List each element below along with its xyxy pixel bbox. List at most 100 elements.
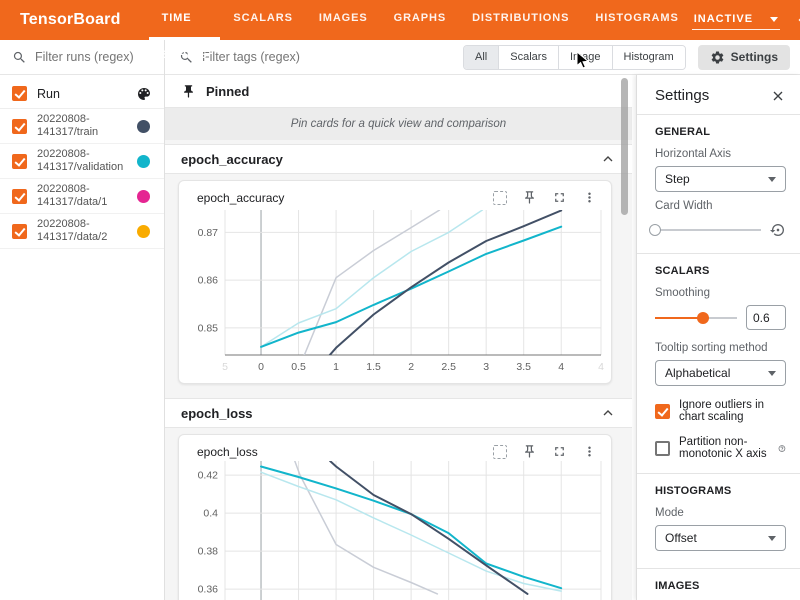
section-title: epoch_accuracy	[181, 152, 600, 167]
svg-text:1: 1	[333, 361, 339, 373]
run-list-header: Run	[0, 79, 164, 109]
tab-histograms[interactable]: HISTOGRAMS	[582, 0, 691, 40]
settings-section-scalars: SCALARS Smoothing Tooltip sorting method…	[637, 254, 800, 474]
svg-text:2.5: 2.5	[441, 361, 456, 373]
settings-button[interactable]: Settings	[698, 45, 790, 70]
chevron-down-icon	[770, 17, 778, 22]
app-logo: TensorBoard	[0, 0, 149, 40]
collapse-chevron-icon[interactable]	[600, 151, 616, 167]
run-color-dot[interactable]	[137, 120, 150, 133]
run-name-line1: 20220808-	[37, 148, 90, 160]
run-color-dot[interactable]	[137, 225, 150, 238]
card-width-slider[interactable]	[655, 223, 761, 237]
run-column-label: Run	[37, 87, 126, 101]
run-color-dot[interactable]	[137, 190, 150, 203]
partition-x-axis-label: Partition non-monotonic X axis	[679, 436, 774, 460]
gear-icon	[710, 50, 725, 65]
settings-panel: Settings GENERAL Horizontal Axis Step Ca…	[636, 75, 800, 600]
tab-distributions[interactable]: DISTRIBUTIONS	[459, 0, 582, 40]
scalar-chart-epoch-loss[interactable]: 0.360.380.40.42	[189, 461, 599, 600]
tag-type-filter-group: All Scalars Image Histogram	[463, 45, 686, 70]
horizontal-axis-select[interactable]: Step	[655, 166, 786, 192]
tab-time-series[interactable]: TIME SERIES	[149, 0, 221, 40]
runs-sidebar: Filter runs (regex) Run 20220808-141317/…	[0, 40, 165, 600]
data-selection-icon[interactable]	[493, 191, 507, 205]
filter-all-button[interactable]: All	[464, 46, 498, 69]
run-row-train[interactable]: 20220808-141317/train	[0, 109, 164, 144]
smoothing-value-input[interactable]	[746, 305, 786, 330]
section-header-epoch-accuracy[interactable]: epoch_accuracy	[165, 144, 632, 174]
tooltip-sorting-value: Alphabetical	[665, 366, 768, 380]
svg-text:2: 2	[408, 361, 414, 373]
partition-x-axis-checkbox[interactable]	[655, 441, 670, 456]
run-checkbox[interactable]	[12, 119, 27, 134]
pin-card-icon[interactable]	[522, 444, 537, 459]
fullscreen-icon[interactable]	[552, 190, 567, 205]
filter-scalars-button[interactable]: Scalars	[498, 46, 558, 69]
slider-knob[interactable]	[697, 312, 709, 324]
run-row-data-2[interactable]: 20220808-141317/data/2	[0, 214, 164, 249]
run-name-line2: 141317/train	[37, 126, 98, 138]
run-checkbox[interactable]	[12, 189, 27, 204]
scalar-card-epoch-accuracy: epoch_accuracy 0.850.860.8700.511.522.53…	[178, 180, 612, 384]
palette-icon[interactable]	[136, 86, 152, 102]
help-icon[interactable]	[778, 442, 786, 455]
tags-toolbar: Filter tags (regex) All Scalars Image Hi…	[165, 40, 800, 75]
section-title: epoch_loss	[181, 406, 600, 421]
main-scrollbar[interactable]	[620, 78, 629, 600]
run-checkbox[interactable]	[12, 224, 27, 239]
tooltip-sorting-select[interactable]: Alphabetical	[655, 360, 786, 386]
histogram-mode-label: Mode	[655, 507, 786, 519]
collapse-chevron-icon[interactable]	[600, 405, 616, 421]
run-name-line1: 20220808-	[37, 183, 90, 195]
scrollbar-thumb[interactable]	[621, 78, 628, 215]
reload-status-dropdown[interactable]: INACTIVE	[692, 10, 780, 30]
more-options-icon[interactable]	[582, 444, 597, 459]
more-options-icon[interactable]	[582, 190, 597, 205]
svg-text:0.38: 0.38	[198, 546, 219, 558]
horizontal-axis-value: Step	[665, 172, 768, 186]
run-row-validation[interactable]: 20220808-141317/validation	[0, 144, 164, 179]
svg-text:0.86: 0.86	[198, 275, 219, 287]
reset-icon[interactable]	[770, 222, 786, 238]
select-all-runs-checkbox[interactable]	[12, 86, 27, 101]
data-selection-icon[interactable]	[493, 445, 507, 459]
search-icon	[12, 50, 27, 65]
settings-section-general: GENERAL Horizontal Axis Step Card Width	[637, 115, 800, 254]
histogram-mode-select[interactable]: Offset	[655, 525, 786, 551]
nav-tabs: TIME SERIES SCALARS IMAGES GRAPHS DISTRI…	[149, 0, 692, 40]
partition-x-axis-row[interactable]: Partition non-monotonic X axis	[655, 436, 786, 460]
svg-text:0: 0	[258, 361, 264, 373]
filter-histogram-button[interactable]: Histogram	[612, 46, 685, 69]
pin-card-icon[interactable]	[522, 190, 537, 205]
ignore-outliers-checkbox[interactable]	[655, 404, 670, 419]
tags-filter[interactable]: Filter tags (regex)	[179, 50, 463, 65]
section-header-epoch-loss[interactable]: epoch_loss	[165, 398, 632, 428]
smoothing-slider[interactable]	[655, 311, 737, 325]
general-heading: GENERAL	[655, 126, 786, 138]
app-header: TensorBoard TIME SERIES SCALARS IMAGES G…	[0, 0, 800, 40]
run-name-line1: 20220808-	[37, 218, 90, 230]
theme-toggle-button[interactable]	[794, 7, 800, 33]
tab-scalars[interactable]: SCALARS	[220, 0, 305, 40]
runs-filter[interactable]: Filter runs (regex)	[0, 40, 164, 75]
settings-panel-title: Settings	[655, 87, 770, 104]
cards-area: Pinned Pin cards for a quick view and co…	[165, 75, 632, 600]
tab-graphs[interactable]: GRAPHS	[381, 0, 459, 40]
run-name-line2: 141317/data/1	[37, 196, 107, 208]
run-name-line2: 141317/validation	[37, 161, 123, 173]
close-icon[interactable]	[770, 88, 786, 104]
scalar-chart-epoch-accuracy[interactable]: 0.850.860.8700.511.522.533.5454	[189, 207, 599, 382]
tags-filter-placeholder: Filter tags (regex)	[202, 50, 300, 64]
run-checkbox[interactable]	[12, 154, 27, 169]
filter-image-button[interactable]: Image	[558, 46, 612, 69]
ignore-outliers-row[interactable]: Ignore outliers in chart scaling	[655, 399, 786, 423]
slider-knob[interactable]	[649, 224, 661, 236]
run-row-data-1[interactable]: 20220808-141317/data/1	[0, 179, 164, 214]
fullscreen-icon[interactable]	[552, 444, 567, 459]
tab-images[interactable]: IMAGES	[306, 0, 381, 40]
runs-filter-placeholder: Filter runs (regex)	[35, 50, 134, 64]
run-color-dot[interactable]	[137, 155, 150, 168]
reload-status-value: INACTIVE	[694, 13, 753, 25]
run-name-line1: 20220808-	[37, 113, 90, 125]
